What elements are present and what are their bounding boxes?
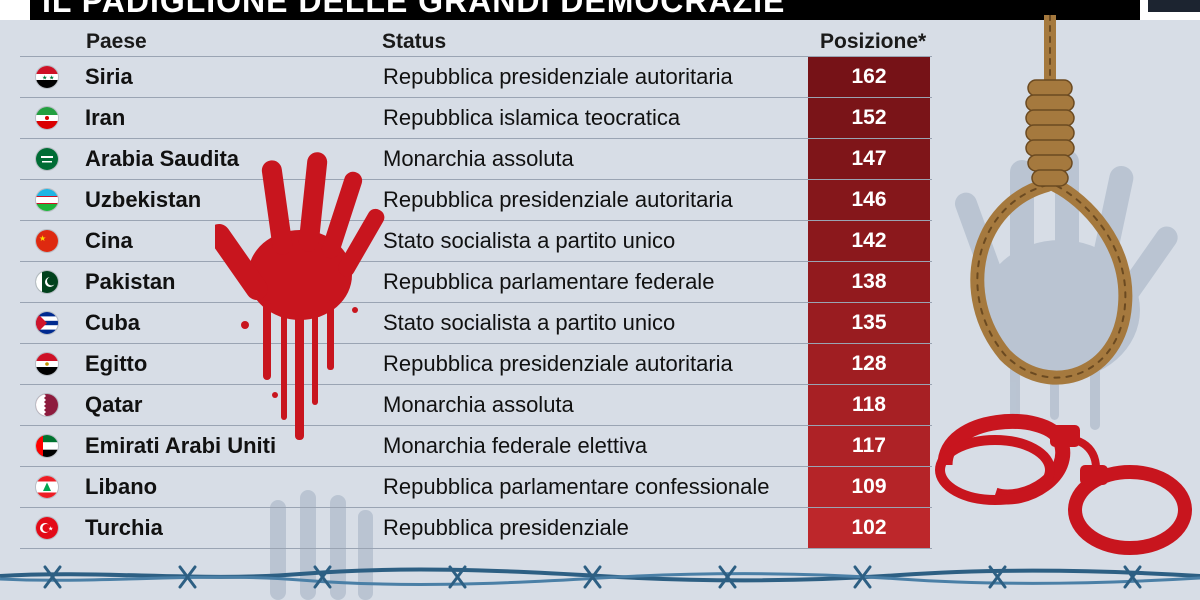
rank-value: 147 [808, 139, 930, 179]
svg-text:★: ★ [39, 234, 46, 243]
table-row: Emirati Arabi Uniti Monarchia federale e… [20, 426, 932, 467]
rank-value: 109 [808, 467, 930, 507]
country-name: Pakistan [85, 269, 176, 294]
pakistan-flag-icon [36, 271, 58, 293]
barbed-wire-illustration [0, 565, 1200, 589]
handcuffs-illustration [935, 414, 1192, 555]
status-text: Repubblica presidenziale autoritaria [383, 351, 733, 376]
syria-flag-icon: ★ ★ [36, 66, 58, 88]
header-band: IL PADIGLIONE DELLE GRANDI DEMOCRAZIE [0, 0, 1200, 20]
rank-value: 146 [808, 180, 930, 220]
noose-illustration [970, 15, 1133, 385]
saudi-arabia-flag-icon [36, 148, 58, 170]
country-name: Uzbekistan [85, 187, 202, 212]
egypt-flag-icon [36, 353, 58, 375]
status-text: Repubblica presidenziale [383, 515, 629, 540]
china-flag-icon: ★ [36, 230, 58, 252]
country-name: Arabia Saudita [85, 146, 240, 171]
rank-value: 142 [808, 221, 930, 261]
corner-logo [1148, 0, 1200, 12]
column-header-country: Paese [86, 30, 147, 53]
table-row: Pakistan Repubblica parlamentare federal… [20, 262, 932, 303]
rank-value: 102 [808, 508, 930, 548]
table-row: ★ ★ Siria Repubblica presidenziale autor… [20, 56, 932, 98]
country-name: Egitto [85, 351, 148, 376]
status-text: Repubblica presidenziale autoritaria [383, 187, 733, 212]
status-text: Repubblica parlamentare federale [383, 269, 715, 294]
uae-flag-icon [36, 435, 58, 457]
country-name: Emirati Arabi Uniti [85, 433, 277, 458]
column-header-status: Status [382, 30, 447, 53]
rank-value: 135 [808, 303, 930, 343]
status-text: Repubblica islamica teocratica [383, 105, 681, 130]
country-name: Qatar [85, 392, 143, 417]
country-name: Cina [85, 228, 133, 253]
bloody-hand-print-illustration [215, 152, 385, 440]
rank-value: 118 [808, 385, 930, 425]
qatar-flag-icon [36, 394, 58, 416]
rank-value: 117 [808, 426, 930, 466]
table-row: Egitto Repubblica presidenziale autorita… [20, 344, 932, 385]
table-row: Libano Repubblica parlamentare confessio… [20, 467, 932, 508]
svg-text:★: ★ [48, 526, 53, 533]
table-row: ★ Cina Stato socialista a partito unico … [20, 221, 932, 262]
table-row: Qatar Monarchia assoluta 118 [20, 385, 932, 426]
turkey-flag-icon: ★ [36, 517, 58, 539]
uzbekistan-flag-icon [36, 189, 58, 211]
table-row: Iran Repubblica islamica teocratica 152 [20, 98, 932, 139]
status-text: Repubblica presidenziale autoritaria [383, 64, 733, 89]
country-name: Iran [85, 105, 126, 130]
rank-value: 128 [808, 344, 930, 384]
column-header-rank: Posizione* [820, 30, 927, 53]
lebanon-flag-icon [36, 476, 58, 498]
country-name: Libano [85, 474, 158, 499]
svg-text:★ ★: ★ ★ [42, 75, 54, 82]
page-title: IL PADIGLIONE DELLE GRANDI DEMOCRAZIE [42, 0, 786, 19]
table-row: Arabia Saudita Monarchia assoluta 147 [20, 139, 932, 180]
iran-flag-icon [36, 107, 58, 129]
table-row: Cuba Stato socialista a partito unico 13… [20, 303, 932, 344]
cuba-flag-icon [36, 312, 58, 334]
country-name: Cuba [85, 310, 140, 335]
status-text: Repubblica parlamentare confessionale [383, 474, 770, 499]
table-row: Uzbekistan Repubblica presidenziale auto… [20, 180, 932, 221]
table-row: ★ Turchia Repubblica presidenziale 102 [20, 508, 932, 549]
rank-value: 152 [808, 98, 930, 138]
ranking-table: ★ ★ Siria Repubblica presidenziale autor… [20, 56, 932, 549]
title-bar: IL PADIGLIONE DELLE GRANDI DEMOCRAZIE [30, 0, 1140, 20]
country-name: Siria [85, 64, 133, 89]
status-text: Monarchia assoluta [383, 392, 574, 417]
rank-value: 138 [808, 262, 930, 302]
status-text: Stato socialista a partito unico [383, 310, 676, 335]
country-name: Turchia [85, 515, 163, 540]
status-text: Monarchia assoluta [383, 146, 574, 171]
status-text: Monarchia federale elettiva [383, 433, 648, 458]
rank-value: 162 [808, 57, 930, 97]
status-text: Stato socialista a partito unico [383, 228, 676, 253]
